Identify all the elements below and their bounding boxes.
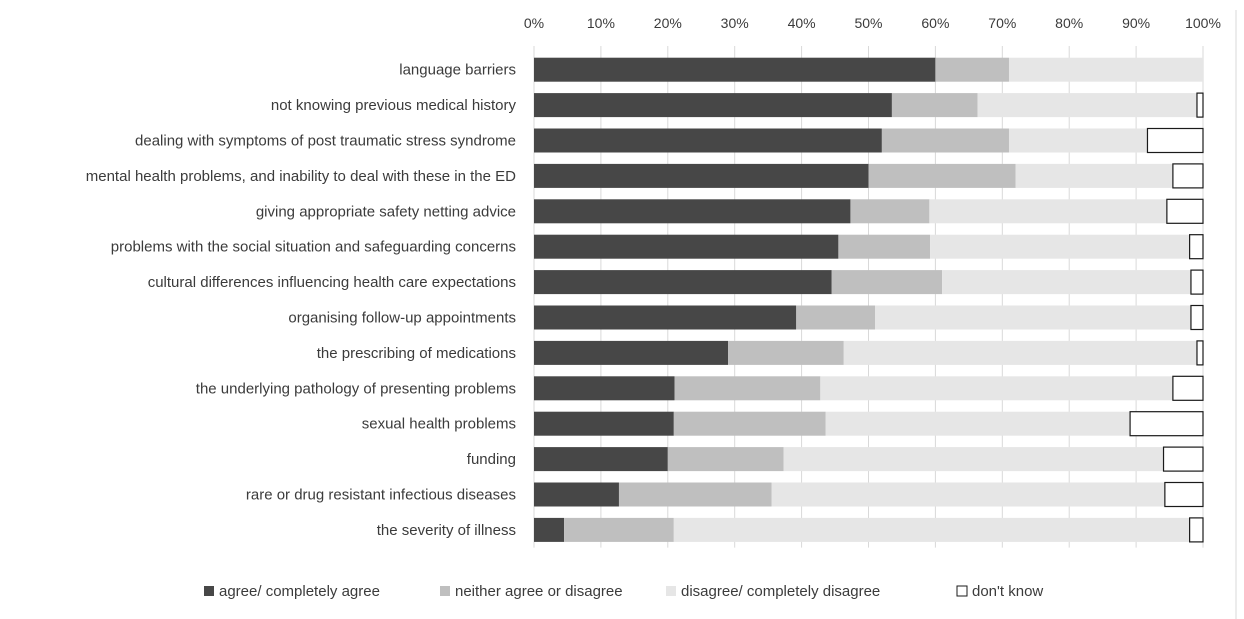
x-tick-label: 50% bbox=[854, 15, 882, 31]
bar-segment-2 bbox=[891, 93, 978, 118]
category-label: language barriers bbox=[399, 62, 516, 79]
bar-segment-4 bbox=[1164, 481, 1204, 508]
legend-label: agree/ completely agree bbox=[219, 583, 380, 600]
category-label: problems with the social situation and s… bbox=[111, 239, 516, 256]
category-label: the severity of illness bbox=[377, 522, 516, 539]
x-tick-label: 10% bbox=[587, 15, 615, 31]
x-tick-label: 30% bbox=[721, 15, 749, 31]
legend-label: disagree/ completely disagree bbox=[681, 583, 880, 600]
bar-segment-4 bbox=[1189, 517, 1204, 543]
bar-segment-2 bbox=[618, 482, 772, 507]
category-label: sexual health problems bbox=[362, 416, 516, 433]
bar-segment-3 bbox=[820, 376, 1173, 401]
bar-segment-4 bbox=[1166, 198, 1204, 224]
bar-segment-4 bbox=[1196, 340, 1204, 366]
x-tick-label: 80% bbox=[1055, 15, 1083, 31]
bar-segment-1 bbox=[534, 447, 668, 472]
bar-segment-4 bbox=[1190, 269, 1204, 295]
bar-segment-1 bbox=[534, 128, 882, 153]
bar-segment-3 bbox=[771, 482, 1165, 507]
category-label: rare or drug resistant infectious diseas… bbox=[246, 487, 516, 504]
legend: agree/ completely agree neither agree or … bbox=[204, 583, 1043, 600]
legend-label: neither agree or disagree bbox=[455, 583, 623, 600]
x-axis-ticks: 0% 10% 20% 30% 40% 50% 60% 70% 80% 90% 100% bbox=[524, 15, 1221, 31]
bar-segment-3 bbox=[825, 411, 1131, 436]
category-label: dealing with symptoms of post traumatic … bbox=[135, 133, 516, 150]
bar-segment-4 bbox=[1129, 411, 1204, 437]
gridlines bbox=[533, 46, 1204, 548]
bar-segment-2 bbox=[868, 163, 1016, 188]
bar-segment-3 bbox=[977, 93, 1197, 118]
bar-segment-1 bbox=[534, 57, 936, 82]
bar-segment-4 bbox=[1190, 304, 1204, 331]
bar-segment-4 bbox=[1162, 446, 1204, 472]
x-tick-label: 60% bbox=[921, 15, 949, 31]
bar-segment-3 bbox=[929, 199, 1167, 224]
bar-segment-1 bbox=[534, 517, 565, 542]
category-label: not knowing previous medical history bbox=[271, 97, 517, 114]
bar-segment-1 bbox=[534, 163, 869, 188]
bar-segment-1 bbox=[534, 270, 832, 295]
x-tick-label: 20% bbox=[654, 15, 682, 31]
x-tick-label: 70% bbox=[988, 15, 1016, 31]
bar-segment-2 bbox=[796, 305, 876, 330]
bar-segment-1 bbox=[534, 411, 674, 436]
bar-segment-2 bbox=[728, 340, 844, 365]
bar-segment-3 bbox=[1015, 163, 1173, 188]
bar-segment-2 bbox=[667, 447, 784, 472]
bars bbox=[534, 57, 1204, 543]
bar-segment-4 bbox=[1189, 234, 1204, 260]
bar-segment-2 bbox=[674, 376, 821, 401]
x-tick-label: 40% bbox=[788, 15, 816, 31]
legend-swatch bbox=[204, 586, 214, 596]
bar-segment-2 bbox=[831, 270, 943, 295]
category-label: giving appropriate safety netting advice bbox=[256, 203, 516, 220]
bar-segment-2 bbox=[673, 411, 826, 436]
bar-segment-2 bbox=[881, 128, 1009, 153]
legend-label: don't know bbox=[972, 583, 1043, 600]
bar-segment-3 bbox=[875, 305, 1191, 330]
bar-segment-1 bbox=[534, 340, 729, 365]
category-label: funding bbox=[467, 451, 516, 468]
category-label: cultural differences influencing health … bbox=[148, 274, 516, 291]
bar-segment-3 bbox=[783, 447, 1164, 472]
x-tick-label: 90% bbox=[1122, 15, 1150, 31]
legend-swatch bbox=[440, 586, 450, 596]
bar-segment-2 bbox=[935, 57, 1009, 82]
category-label: the prescribing of medications bbox=[317, 345, 516, 362]
bar-segment-3 bbox=[843, 340, 1197, 365]
bar-segment-1 bbox=[534, 234, 839, 259]
bar-segment-4 bbox=[1172, 375, 1204, 401]
category-labels: language barriers not knowing previous me… bbox=[86, 62, 517, 539]
bar-segment-3 bbox=[942, 270, 1191, 295]
bar-segment-2 bbox=[564, 517, 674, 542]
legend-swatch bbox=[666, 586, 676, 596]
bar-segment-3 bbox=[1008, 57, 1203, 82]
bar-segment-1 bbox=[534, 199, 851, 224]
legend-swatch bbox=[956, 585, 968, 597]
bar-segment-1 bbox=[534, 376, 675, 401]
bar-segment-1 bbox=[534, 93, 892, 118]
bar-segment-2 bbox=[850, 199, 930, 224]
bar-segment-3 bbox=[930, 234, 1190, 259]
category-label: mental health problems, and inability to… bbox=[86, 168, 516, 185]
category-label: organising follow-up appointments bbox=[288, 310, 516, 327]
bar-segment-1 bbox=[534, 482, 619, 507]
bar-segment-3 bbox=[1008, 128, 1148, 153]
category-label: the underlying pathology of presenting p… bbox=[196, 380, 516, 397]
bar-segment-3 bbox=[673, 517, 1190, 542]
bar-segment-2 bbox=[838, 234, 931, 259]
bar-segment-4 bbox=[1172, 163, 1204, 189]
bar-segment-4 bbox=[1196, 92, 1204, 118]
x-tick-label: 100% bbox=[1185, 15, 1221, 31]
x-tick-label: 0% bbox=[524, 15, 544, 31]
bar-segment-4 bbox=[1146, 127, 1204, 154]
bar-segment-1 bbox=[534, 305, 797, 330]
